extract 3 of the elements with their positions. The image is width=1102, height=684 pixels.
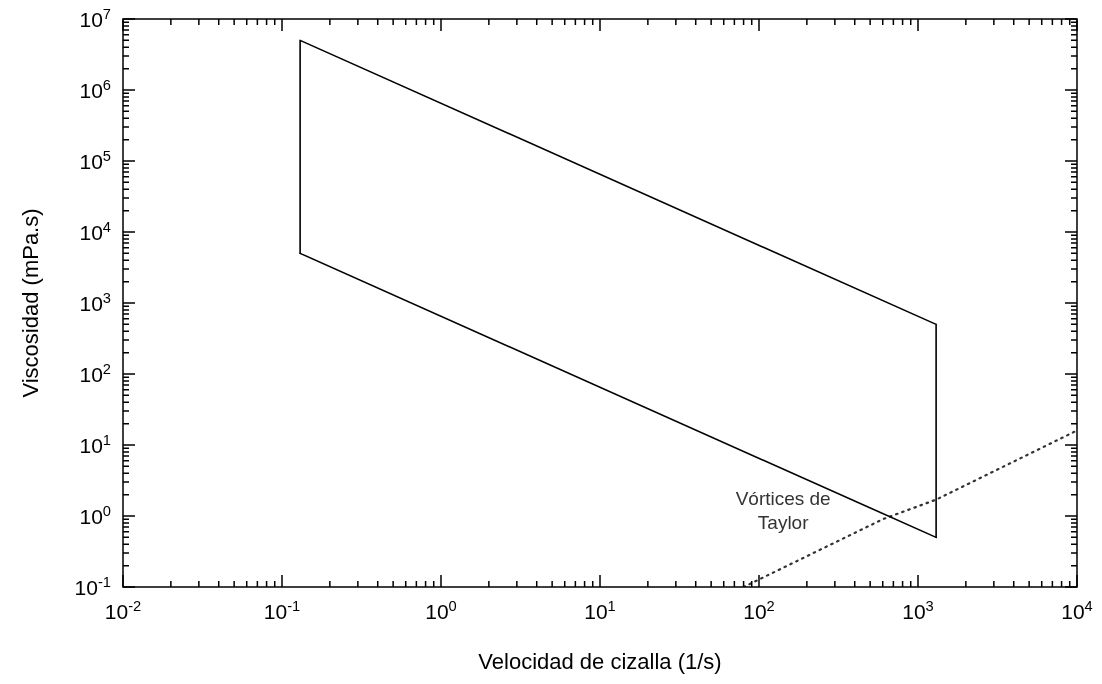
- x-axis-title: Velocidad de cizalla (1/s): [478, 649, 722, 674]
- y-axis-title: Viscosidad (mPa.s): [18, 208, 43, 398]
- series-label: Vórtices de Taylor: [735, 488, 831, 534]
